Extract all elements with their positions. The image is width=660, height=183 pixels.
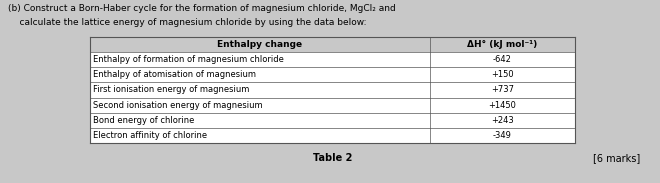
Text: +1450: +1450: [488, 101, 516, 110]
Text: +150: +150: [491, 70, 514, 79]
Text: +737: +737: [491, 85, 514, 94]
Text: Second ionisation energy of magnesium: Second ionisation energy of magnesium: [93, 101, 263, 110]
Text: Enthalpy of formation of magnesium chloride: Enthalpy of formation of magnesium chlor…: [93, 55, 284, 64]
Text: -642: -642: [493, 55, 512, 64]
Text: +243: +243: [491, 116, 514, 125]
Text: ΔH° (kJ mol⁻¹): ΔH° (kJ mol⁻¹): [467, 40, 538, 49]
Text: First ionisation energy of magnesium: First ionisation energy of magnesium: [93, 85, 249, 94]
Text: Bond energy of chlorine: Bond energy of chlorine: [93, 116, 195, 125]
Text: Enthalpy of atomisation of magnesium: Enthalpy of atomisation of magnesium: [93, 70, 256, 79]
Text: calculate the lattice energy of magnesium chloride by using the data below:: calculate the lattice energy of magnesiu…: [8, 18, 366, 27]
Bar: [90, 37, 575, 52]
Text: Table 2: Table 2: [313, 153, 352, 163]
Text: (b) Construct a Born-Haber cycle for the formation of magnesium chloride, MgCl₂ : (b) Construct a Born-Haber cycle for the…: [8, 4, 396, 13]
Text: -349: -349: [493, 131, 512, 140]
Text: Electron affinity of chlorine: Electron affinity of chlorine: [93, 131, 207, 140]
Text: Enthalpy change: Enthalpy change: [217, 40, 302, 49]
Text: [6 marks]: [6 marks]: [593, 153, 640, 163]
